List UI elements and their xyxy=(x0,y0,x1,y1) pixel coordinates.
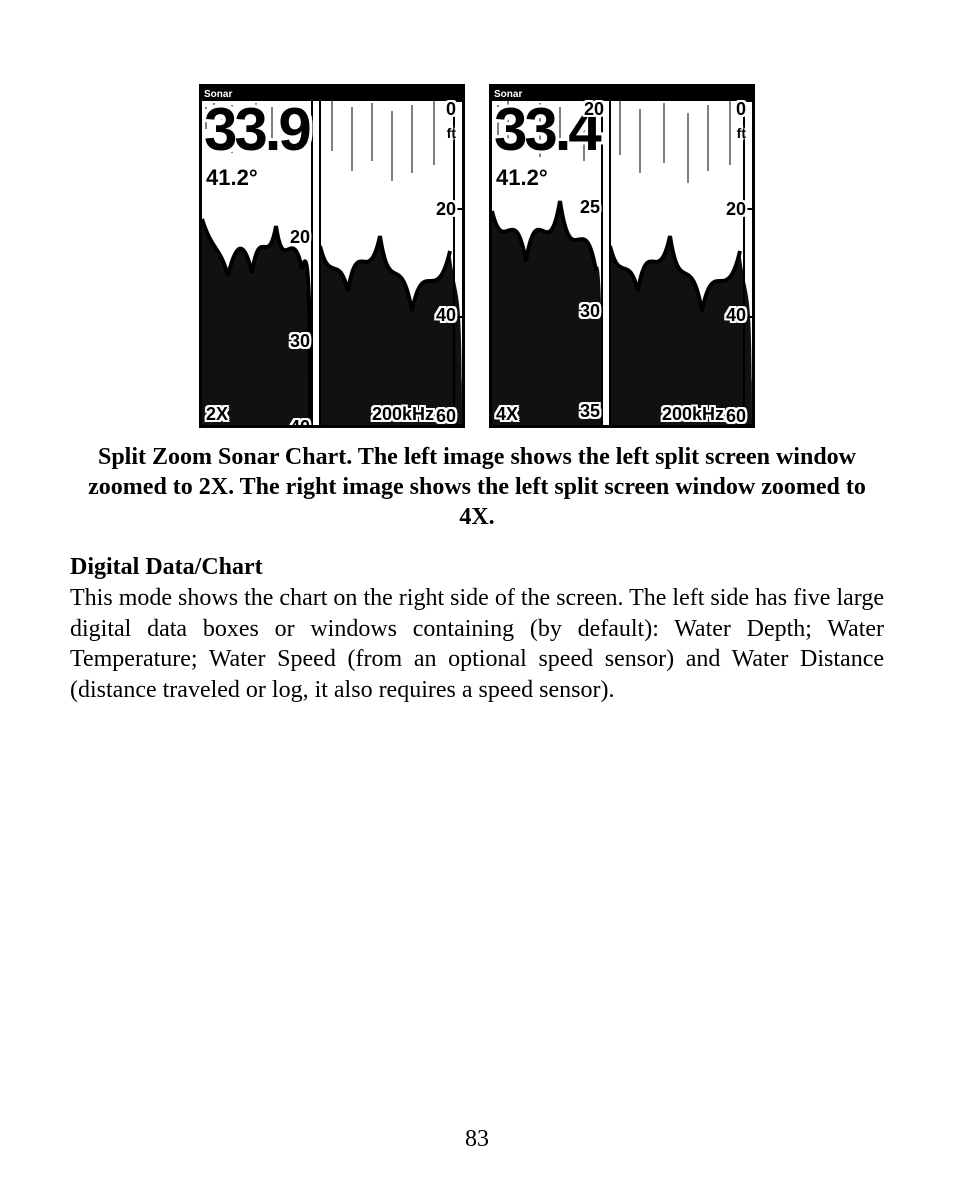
temp-reading-right: 41.2° xyxy=(496,165,548,191)
left-top-tick-r: 20 xyxy=(584,99,604,120)
freq-label-left: 200kHz xyxy=(372,404,434,425)
split-divider-right xyxy=(601,101,611,425)
depth-reading-left: 33.9 xyxy=(204,95,309,164)
zoom-label-right: 4X xyxy=(496,404,518,425)
page: Sonar xyxy=(0,0,954,1199)
right-tick-20-r: 20 xyxy=(726,199,746,220)
figure-caption: Split Zoom Sonar Chart. The left image s… xyxy=(70,442,884,532)
sonar-window-right: Sonar xyxy=(489,84,755,428)
left-tick-25-r: 25 xyxy=(580,197,600,218)
right-tick-40-r: 40 xyxy=(726,305,746,326)
right-tick-60-l: 60 xyxy=(436,406,456,427)
left-tick-40: 40 xyxy=(290,417,310,428)
left-tick-30-r: 30 xyxy=(580,301,600,322)
right-tick-40-l: 40 xyxy=(436,305,456,326)
left-tick-35-r: 35 xyxy=(580,401,600,422)
split-divider-left xyxy=(311,101,321,425)
body-paragraph: This mode shows the chart on the right s… xyxy=(70,583,884,706)
left-tick-20: 20 xyxy=(290,227,310,248)
temp-reading-left: 41.2° xyxy=(206,165,258,191)
right-tick-0-l: 0 xyxy=(446,99,456,120)
zoom-label-left: 2X xyxy=(206,404,228,425)
sonar-body-right: 33.4 41.2° 20 25 30 35 0 ft 20 40 60 4X … xyxy=(492,101,752,425)
section-heading: Digital Data/Chart xyxy=(70,554,884,581)
right-tick-0-r: 0 xyxy=(736,99,746,120)
right-unit-l: ft xyxy=(447,125,456,141)
right-tick-20-l: 20 xyxy=(436,199,456,220)
right-unit-r: ft xyxy=(737,125,746,141)
figure-row: Sonar xyxy=(70,84,884,428)
sonar-window-left: Sonar xyxy=(199,84,465,428)
right-tick-60-r: 60 xyxy=(726,406,746,427)
sonar-body-left: 33.9 41.2° 20 30 40 0 ft 20 40 60 2X 200… xyxy=(202,101,462,425)
freq-label-right: 200kHz xyxy=(662,404,724,425)
left-tick-30: 30 xyxy=(290,331,310,352)
page-number: 83 xyxy=(0,1126,954,1153)
